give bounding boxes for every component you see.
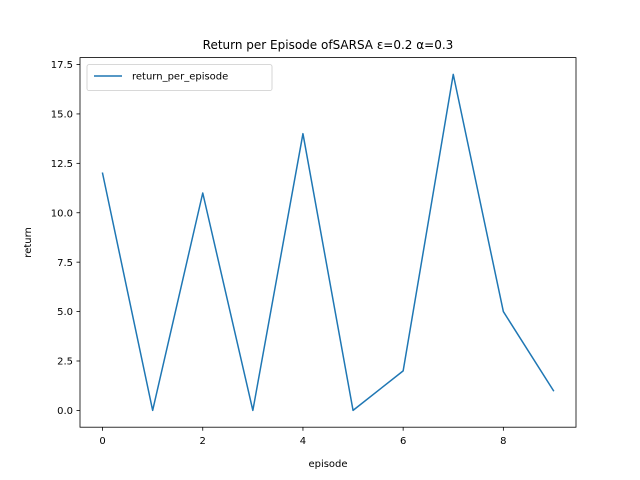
y-tick-label: 2.5 [57,357,73,368]
y-tick-label: 7.5 [57,258,73,269]
legend-box [86,64,273,91]
x-tick-label: 6 [400,436,406,447]
plot-frame [79,57,577,428]
y-tick-label: 17.5 [51,60,73,71]
series-line-return_per_episode [101,73,555,412]
y-axis-ticks: 0.0 2.5 5.0 7.5 10.0 12.5 15.0 17.5 [51,60,80,417]
chart-title: Return per Episode ofSARSA ε=0.2 α=0.3 [203,38,454,52]
y-tick-label: 12.5 [51,159,73,170]
legend: return_per_episode [86,64,273,91]
y-tick-label: 15.0 [51,110,73,121]
x-tick-label: 4 [300,436,306,447]
y-tick-label: 5.0 [57,307,73,318]
y-axis-label: return [23,227,34,258]
x-tick-label: 2 [200,436,206,447]
x-tick-label: 8 [500,436,506,447]
series-layer [101,73,555,412]
x-tick-label: 0 [99,436,105,447]
y-tick-label: 0.0 [57,406,73,417]
y-tick-label: 10.0 [51,208,73,219]
legend-entry-label: return_per_episode [132,72,228,83]
x-axis-ticks: 0 2 4 6 8 [99,427,507,447]
plot-area [80,57,576,428]
x-axis-label: episode [308,459,347,470]
